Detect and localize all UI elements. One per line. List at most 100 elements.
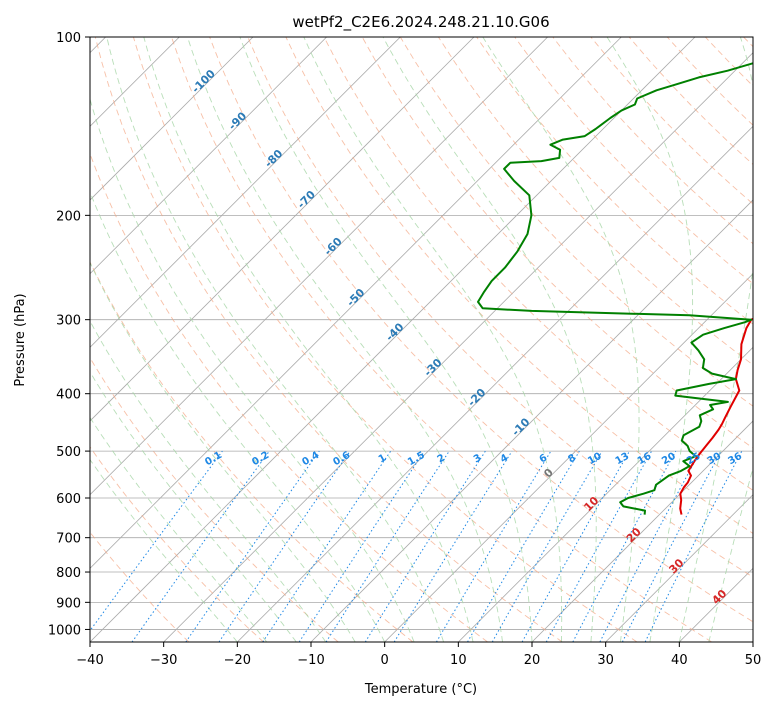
x-tick-label: 50: [745, 653, 762, 668]
mixing-ratio-line: [393, 450, 513, 642]
dry-adiabat: [743, 37, 753, 48]
mixing-ratio-label: 16: [636, 451, 654, 468]
y-tick-label: 700: [56, 532, 81, 547]
y-tick-label: 200: [56, 209, 81, 224]
plot-frame: [89, 36, 754, 643]
mixing-ratio-line: [325, 450, 450, 642]
mixing-ratio-lines: [90, 450, 743, 642]
x-tick-label: 0: [381, 653, 389, 668]
isotherm-line: [90, 37, 548, 496]
mixing-ratio-label: 6: [538, 453, 550, 466]
dry-adiabat: [90, 531, 190, 642]
isotherm-line: [90, 37, 475, 422]
moist-adiabat: [482, 37, 640, 642]
mixing-ratio-label: 2: [436, 453, 448, 466]
isotherm-label: -20: [465, 386, 488, 409]
isotherm-line: [163, 52, 753, 642]
y-tick-label: 400: [56, 388, 81, 403]
moist-adiabat: [90, 371, 297, 642]
mixing-ratio-label: 10: [586, 451, 604, 468]
mixing-ratio-line: [572, 450, 677, 642]
mixing-ratio-line: [521, 450, 630, 642]
in-plot-labels: 0.1 0.2 0.4 0.6 1 1.5 2 3 4 6 8 10 13 16 20 25 30 36-100-…: [189, 67, 744, 607]
isotherm-label: -100: [189, 67, 218, 96]
dry-adiabat: [476, 37, 753, 325]
mixing-ratio-line: [364, 450, 486, 642]
isotherm-line: [90, 37, 254, 201]
moist-adiabat: [239, 37, 533, 642]
moist-adiabat: [187, 37, 503, 642]
y-tick-label: 100: [56, 31, 81, 46]
y-tick-label: 900: [56, 596, 81, 611]
dry-adiabat: [209, 37, 753, 623]
x-tick-label: 10: [450, 653, 467, 668]
isotherm-label: -10: [509, 415, 532, 438]
isotherm-line: [531, 420, 753, 642]
dry-adiabat: [90, 152, 488, 642]
mixing-ratio-line: [131, 450, 270, 642]
dry-adiabat: [438, 37, 753, 366]
moist-adiabat: [90, 416, 268, 642]
moist-adiabat: [90, 97, 415, 642]
mixing-ratio-label: 0.4: [300, 450, 321, 468]
mixing-ratio-line: [599, 450, 701, 642]
mixing-ratio-line: [90, 450, 223, 632]
mixing-ratio-line: [218, 450, 351, 642]
isotherm-label: -40: [383, 320, 406, 343]
mixing-ratio-line: [644, 450, 743, 642]
moist-adiabat: [382, 37, 597, 642]
mixing-ratio-line: [298, 450, 425, 642]
dry-adiabat: [514, 37, 753, 285]
isotherm-line: [90, 37, 401, 348]
mixing-ratio-line: [262, 450, 392, 642]
series-dewpoint-line: [477, 62, 753, 515]
mixing-ratio-line: [185, 450, 320, 642]
pressure-gridlines: [90, 37, 753, 630]
mixing-ratio-label: 1.5: [406, 450, 427, 468]
dry-adiabat: [666, 37, 753, 126]
isotherm-lines: [90, 37, 753, 642]
isotherm-label: -90: [226, 109, 249, 132]
mixing-ratio-label: 20: [660, 451, 678, 468]
chart-title: wetPf2_C2E6.2024.248.21.10.G06: [292, 13, 549, 32]
isotherm-label: -70: [295, 188, 318, 211]
mixing-ratio-line: [467, 450, 580, 642]
isotherm-label: -60: [322, 235, 345, 258]
y-tick-label: 600: [56, 492, 81, 507]
mixing-ratio-label: 1: [377, 453, 389, 466]
dry-adiabat: [90, 356, 339, 642]
moist-adiabat: [106, 37, 445, 642]
isotherm-line: [310, 199, 753, 642]
dry-adiabat: [323, 37, 753, 491]
isotherm-line: [90, 37, 622, 569]
mixing-ratio-label: 8: [566, 453, 578, 466]
isotherm-label: 10: [581, 494, 601, 514]
moist-adiabat: [678, 37, 753, 642]
dry-adiabat: [590, 37, 753, 205]
x-tick-label: 30: [597, 653, 614, 668]
isotherm-line: [752, 641, 753, 642]
mixing-ratio-label: 0.6: [331, 450, 352, 468]
y-tick-label: 300: [56, 314, 81, 329]
x-tick-label: −10: [297, 653, 324, 668]
y-axis-label: Pressure (hPa): [13, 293, 28, 386]
isotherm-line: [679, 567, 753, 642]
dry-adiabat: [132, 37, 638, 642]
mixing-ratio-line: [545, 450, 653, 642]
y-tick-label: 1000: [48, 623, 81, 638]
dry-adiabat: [171, 37, 712, 642]
moist-adiabat: [143, 37, 474, 642]
dry-adiabat: [94, 37, 563, 642]
isotherm-label: 40: [709, 587, 729, 607]
isotherm-line: [458, 346, 753, 642]
x-tick-label: 40: [671, 653, 688, 668]
isotherm-label: 20: [624, 525, 644, 545]
moist-adiabat: [303, 37, 563, 642]
series-temperature-line: [679, 317, 753, 515]
mixing-ratio-label: 3: [472, 453, 484, 466]
isotherm-line: [90, 37, 327, 275]
dry-adiabat: [247, 37, 753, 578]
isotherm-label: -80: [262, 147, 285, 170]
dry-adiabat: [90, 261, 414, 642]
isotherm-line: [237, 125, 753, 642]
